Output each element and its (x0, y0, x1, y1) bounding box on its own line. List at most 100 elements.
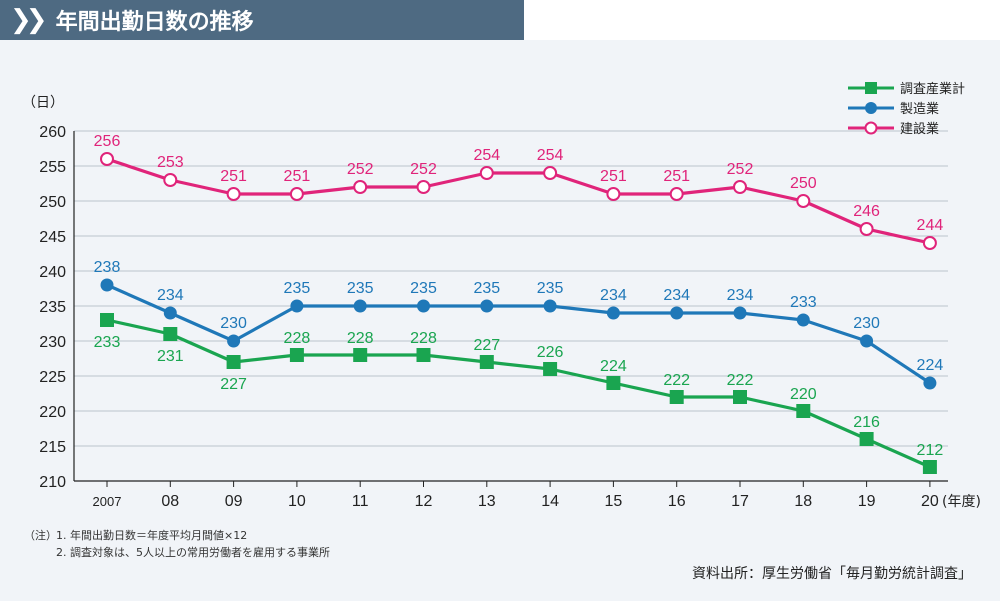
y-tick-label: 240 (39, 264, 66, 281)
data-point-open-circle (922, 236, 937, 250)
data-point-circle (163, 306, 177, 320)
x-tick-label: 13 (478, 493, 496, 510)
data-label: 233 (94, 334, 121, 351)
data-label: 224 (600, 358, 627, 375)
legend-marker-open-circle (864, 121, 878, 135)
data-label: 220 (790, 386, 817, 403)
data-point-square (859, 432, 874, 446)
legend-marker-circle (865, 102, 877, 114)
data-label: 251 (600, 168, 627, 185)
data-label: 222 (663, 372, 690, 389)
x-tick-label: 15 (605, 493, 623, 510)
header-tab: ❯❯ 年間出勤日数の推移 (0, 0, 524, 40)
data-label: 235 (410, 280, 437, 297)
legend-marker-square (865, 82, 877, 94)
legend-label: 製造業 (900, 101, 939, 117)
data-label: 252 (410, 161, 437, 178)
y-axis-label: （日） (22, 95, 64, 111)
page-title: 年間出勤日数の推移 (55, 10, 254, 35)
y-tick-label: 235 (39, 299, 66, 316)
data-point-open-circle (859, 222, 874, 236)
data-label: 252 (727, 161, 754, 178)
data-label: 234 (727, 287, 754, 304)
y-tick-label: 255 (39, 159, 66, 176)
data-point-open-circle (543, 166, 558, 180)
footnotes: （注） 1. 年間出勤日数＝年度平均月間値×12 2. 調査対象は、5人以上の常… (24, 527, 330, 561)
data-label: 235 (537, 280, 564, 297)
legend-label: 調査産業計 (900, 81, 965, 97)
data-label: 224 (917, 357, 944, 374)
data-point-open-circle (100, 152, 114, 166)
data-label: 228 (410, 330, 437, 347)
data-point-open-circle (606, 187, 621, 201)
x-tick-label: 12 (415, 493, 433, 510)
data-point-circle (417, 299, 430, 313)
series-line-3 (106, 157, 931, 245)
x-axis-label: (年度) (942, 494, 981, 510)
data-point-open-circle (479, 166, 494, 180)
data-label: 254 (473, 147, 500, 164)
double-chevron-right-icon: ❯❯ (10, 5, 47, 35)
data-label: 227 (220, 376, 247, 393)
y-tick-label: 250 (39, 194, 66, 211)
data-label: 238 (94, 259, 121, 276)
data-label: 228 (284, 330, 311, 347)
data-label: 231 (157, 348, 184, 365)
data-point-open-circle (796, 194, 811, 208)
chart-panel (0, 40, 1000, 601)
data-point-circle (480, 299, 494, 313)
data-point-square (796, 404, 811, 418)
data-point-open-circle (163, 173, 178, 187)
note-1: 1. 年間出勤日数＝年度平均月間値×12 (56, 529, 248, 542)
data-point-open-circle (289, 187, 304, 201)
data-label: 253 (157, 154, 184, 171)
data-point-circle (606, 306, 620, 320)
data-label: 233 (790, 294, 817, 311)
data-label: 235 (284, 280, 311, 297)
notes-lead: （注） (24, 529, 57, 542)
data-label: 226 (537, 344, 564, 361)
data-label: 234 (663, 287, 690, 304)
data-point-circle (100, 278, 114, 292)
data-label: 228 (347, 330, 374, 347)
x-tick-label: 19 (858, 493, 876, 510)
note-2: 2. 調査対象は、5人以上の常用労働者を雇用する事業所 (56, 546, 330, 559)
data-label: 222 (727, 372, 754, 389)
y-tick-label: 245 (39, 229, 66, 246)
data-point-open-circle (669, 187, 684, 201)
data-label: 250 (790, 175, 817, 192)
data-label: 235 (347, 280, 374, 297)
data-label: 251 (220, 168, 247, 185)
x-tick-label: 20 (921, 493, 939, 510)
data-label: 227 (473, 337, 500, 354)
data-label: 212 (917, 442, 944, 459)
data-label: 244 (917, 217, 944, 234)
y-tick-label: 215 (39, 439, 66, 456)
data-point-circle (543, 299, 557, 313)
data-point-square (289, 348, 304, 362)
data-point-square (922, 460, 937, 474)
y-tick-label: 225 (39, 369, 66, 386)
data-point-square (606, 376, 621, 390)
source-credit: 資料出所：厚生労働省「毎月勤労統計調査」 (692, 566, 972, 582)
data-label: 252 (347, 161, 374, 178)
data-point-square (543, 362, 558, 376)
x-tick-label: 2007 (93, 494, 122, 509)
data-label: 230 (220, 315, 247, 332)
data-point-square (353, 348, 368, 362)
y-tick-label: 230 (39, 334, 66, 351)
x-tick-label: 14 (541, 493, 559, 510)
series-line-1 (106, 318, 931, 469)
data-label: 256 (94, 133, 121, 150)
y-tick-label: 260 (39, 124, 66, 141)
data-point-square (100, 313, 114, 327)
data-point-square (669, 390, 684, 404)
series-line-2 (106, 283, 931, 385)
x-tick-label: 09 (225, 493, 243, 510)
x-tick-label: 08 (161, 493, 179, 510)
x-tick-label: 17 (731, 493, 749, 510)
data-point-circle (796, 313, 810, 327)
data-label: 254 (537, 147, 564, 164)
y-tick-label: 220 (39, 404, 66, 421)
